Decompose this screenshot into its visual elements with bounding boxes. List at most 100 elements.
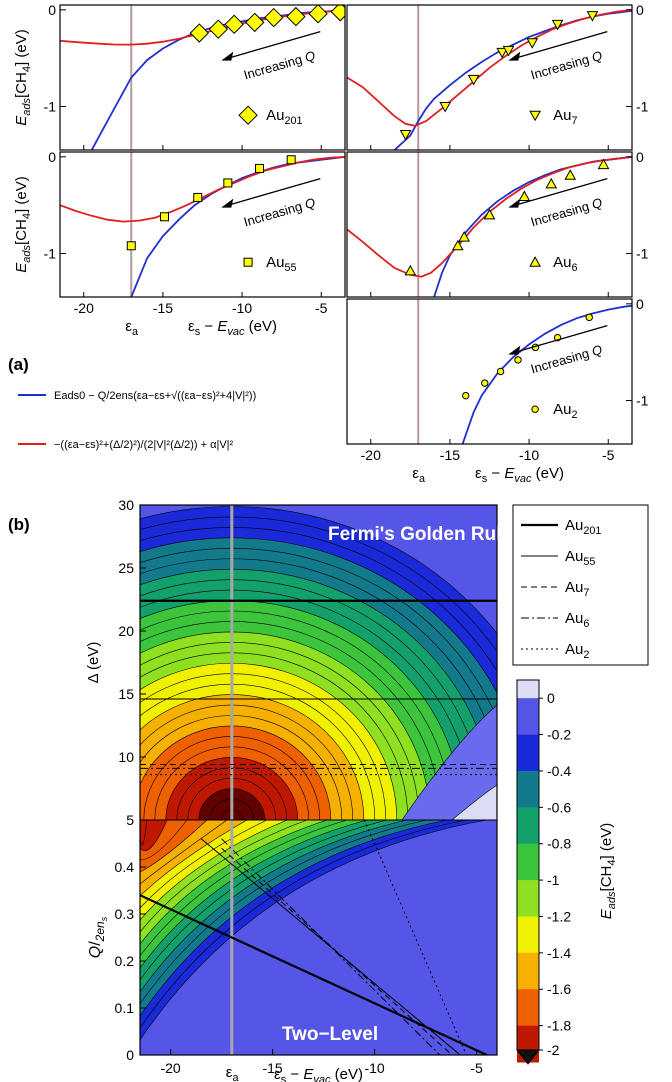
legend-marker xyxy=(238,105,258,125)
y-tick-label: 30 xyxy=(118,497,134,513)
legend-label-2: Au2 xyxy=(565,641,589,661)
x-tick-label: -15 xyxy=(440,447,460,463)
plot-area xyxy=(60,5,345,150)
y-tick-label: -1 xyxy=(44,99,57,115)
colorbar-band xyxy=(517,880,539,917)
increasing-q-label: Increasing Q xyxy=(529,342,604,377)
data-point xyxy=(585,313,593,322)
plot-area xyxy=(60,152,345,297)
legend-label-201: Au201 xyxy=(565,517,601,537)
plot-frame xyxy=(59,151,346,298)
panel-au201: 0 -1 Increasing Q Au201 Eads[CH4] (eV) xyxy=(13,2,346,151)
x-tick-label: -5 xyxy=(602,447,615,463)
legend-red-text: −((εa−εs)²+(Δ/2)²)/(2|V|²(Δ/2)) + α|V|² xyxy=(54,439,234,451)
x-tick-label: -20 xyxy=(160,1060,180,1076)
data-point xyxy=(404,264,417,276)
increasing-arrowhead xyxy=(508,345,521,355)
colorbar-tick-label: -1.8 xyxy=(547,1018,571,1034)
eps-a-label: εa xyxy=(412,465,425,485)
red-curve xyxy=(60,155,345,223)
colorbar-tick-label: -1.6 xyxy=(547,981,571,997)
colorbar-band xyxy=(517,916,539,954)
data-point xyxy=(208,19,229,39)
data-point xyxy=(496,367,505,376)
y-tick-label: 5 xyxy=(126,812,134,828)
data-point xyxy=(467,74,480,86)
increasing-arrow xyxy=(223,177,321,208)
data-point xyxy=(545,177,558,189)
legend-marker xyxy=(243,257,253,267)
legend-label: Au6 xyxy=(553,254,577,274)
panel-au7: 0 -1 Increasing Q Au7 xyxy=(346,2,649,151)
plot-frame xyxy=(346,298,633,445)
x-tick-label: -20 xyxy=(361,447,381,463)
data-point xyxy=(458,231,471,242)
colorbar-tick-label: 0 xyxy=(547,690,555,706)
x-tick-label: -5 xyxy=(315,300,328,316)
y-tick-label: 0 xyxy=(636,296,644,312)
plot-area xyxy=(347,152,632,297)
data-point xyxy=(564,169,577,180)
blue-curve xyxy=(461,304,632,444)
data-point xyxy=(245,12,265,33)
plot-area xyxy=(417,299,632,444)
data-point xyxy=(451,239,464,251)
data-point xyxy=(223,178,233,188)
legend-marker xyxy=(531,405,539,413)
colorbar-band xyxy=(517,843,539,881)
legend-box-b xyxy=(512,504,649,666)
delta-axis-label: Δ (eV) xyxy=(85,642,102,684)
data-point xyxy=(439,102,452,113)
panel-au6: 0 -1 Increasing Q Au6 xyxy=(346,149,649,298)
colorbar-band xyxy=(517,680,539,699)
x-tick-label: -20 xyxy=(74,300,94,316)
y-tick-label: -1 xyxy=(636,393,649,409)
panel-au55: 0 -1 -20 -15 -10 -5 εa εs − Evac (eV) Increasing… xyxy=(13,149,346,338)
legend-label-55: Au55 xyxy=(565,548,595,568)
y-tick-label: 0 xyxy=(126,1047,134,1063)
y-tick-label: 0.3 xyxy=(115,906,135,922)
x-tick-label: -10 xyxy=(364,1060,384,1076)
eps-a-label-b: εa xyxy=(226,1064,239,1082)
y-axis-label: Eads[CH4] (eV) xyxy=(13,176,33,272)
colorbar-tick-label: -1 xyxy=(547,872,560,888)
data-point xyxy=(189,23,210,43)
data-point xyxy=(597,158,610,170)
y-tick-label: -1 xyxy=(636,246,649,262)
y-tick-label: 0.1 xyxy=(115,1000,135,1016)
legend-label-6: Au6 xyxy=(565,610,589,630)
x-tick-label: -10 xyxy=(519,447,539,463)
colorbar-label: Eads[CH4] (eV) xyxy=(598,823,618,919)
colorbar-tick-label: -0.4 xyxy=(547,763,571,779)
colorbar-tick-label: -0.2 xyxy=(547,727,571,743)
x-tick-label: -10 xyxy=(232,300,252,316)
data-point xyxy=(496,47,509,59)
increasing-q-label: Increasing Q xyxy=(529,195,604,230)
colorbar-band xyxy=(517,698,539,736)
x-tick-label: -5 xyxy=(470,1060,483,1076)
coupling-line xyxy=(221,847,453,1055)
plot-frame-b xyxy=(139,504,498,1056)
colorbar-band xyxy=(517,952,539,990)
y-tick-label: 0.2 xyxy=(115,953,135,969)
panel-a-label: (a) xyxy=(8,355,29,374)
x-axis-label-b: εs − Evac (eV) xyxy=(274,1066,363,1082)
colorbar-arrow xyxy=(515,1049,541,1065)
y-axis-label: Eads[CH4] (eV) xyxy=(13,29,33,125)
colorbar-tick-label: -0.8 xyxy=(547,836,571,852)
red-curve xyxy=(347,8,632,127)
coupling-line xyxy=(221,838,441,1055)
data-point xyxy=(481,379,489,387)
panel-au2: 0 -1 -20 -15 -10 -5 εa εs − Evac (eV) Increasing… xyxy=(346,296,649,485)
data-point xyxy=(126,241,136,251)
increasing-q-label: Increasing Q xyxy=(529,48,604,83)
increasing-arrowhead xyxy=(508,198,521,208)
y-tick-label: -1 xyxy=(44,246,57,262)
legend-label: Au55 xyxy=(266,254,296,274)
legend-blue-text: Eads0 − Q/2ens(εa−εs+√((εa−εs)²+4|V|²)) xyxy=(54,390,256,402)
panel-b-label: (b) xyxy=(8,515,30,534)
colorbar: 0 -0.2 -0.4 -0.6 -0.8 -1 -1.2 -1.4 -1.6 -1.8 -2 Ead… xyxy=(515,679,618,1065)
increasing-arrow xyxy=(510,30,608,61)
data-point xyxy=(286,155,296,165)
data-point xyxy=(255,163,264,173)
